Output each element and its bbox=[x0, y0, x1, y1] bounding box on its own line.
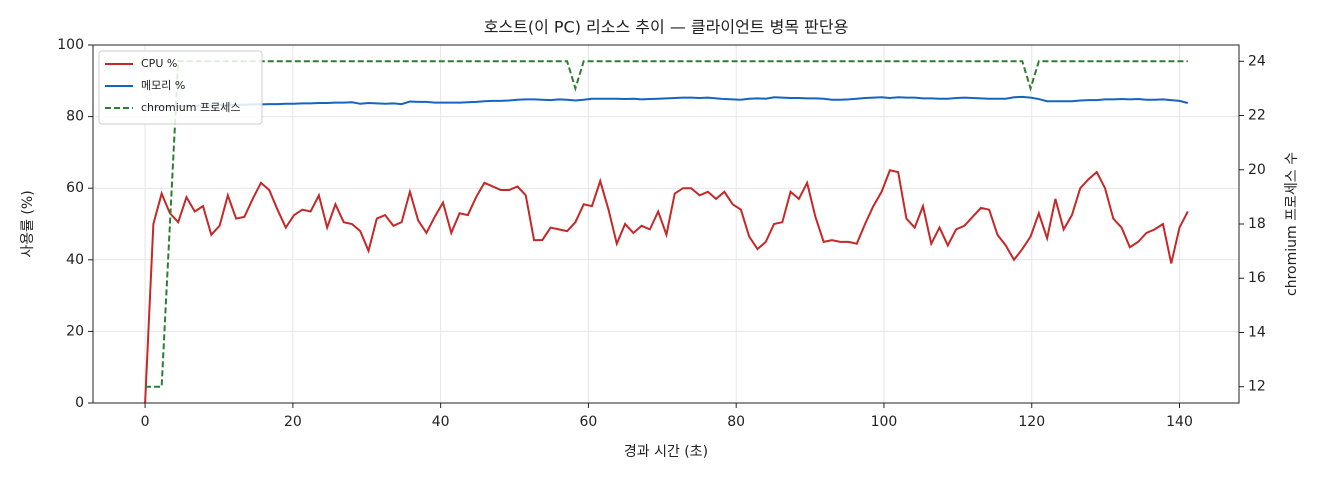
y2-tick-label: 14 bbox=[1248, 324, 1266, 340]
data-line bbox=[145, 95, 1189, 109]
y2-tick-label: 12 bbox=[1248, 379, 1266, 395]
data-line bbox=[145, 60, 1188, 388]
legend-box bbox=[98, 50, 263, 125]
y2-tick-label: 18 bbox=[1248, 216, 1266, 232]
x-tick-label: 40 bbox=[432, 414, 450, 430]
data-line bbox=[144, 169, 1189, 404]
y-tick-label: 0 bbox=[75, 395, 84, 411]
x-tick-label: 20 bbox=[284, 414, 302, 430]
y2-tick-label: 22 bbox=[1248, 108, 1266, 124]
y2-tick-label: 16 bbox=[1248, 270, 1266, 286]
y-tick-label: 80 bbox=[66, 109, 84, 125]
y2-axis-label: chromium 프로세스 수 bbox=[1284, 152, 1300, 296]
y2-tick-label: 20 bbox=[1248, 162, 1266, 178]
plot-frame bbox=[92, 44, 1240, 404]
y2-tick-label: 24 bbox=[1248, 53, 1266, 69]
x-axis-label: 경과 시간 (초) bbox=[624, 444, 708, 460]
x-tick-label: 80 bbox=[727, 414, 745, 430]
y-tick-label: 100 bbox=[57, 37, 84, 53]
y-axis-label: 사용률 (%) bbox=[20, 190, 36, 257]
x-tick-label: 60 bbox=[580, 414, 598, 430]
y-tick-label: 40 bbox=[66, 252, 84, 268]
x-tick-label: 100 bbox=[871, 414, 898, 430]
legend-label: chromium 프로세스 bbox=[141, 101, 240, 114]
legend-label: CPU % bbox=[141, 57, 177, 70]
x-tick-label: 120 bbox=[1018, 414, 1045, 430]
legend: CPU % 메모리 % chromium 프로세스 bbox=[98, 50, 263, 125]
y-tick-label: 20 bbox=[66, 323, 84, 339]
chart-title: 호스트(이 PC) 리소스 추이 — 클라이언트 병목 판단용 bbox=[484, 18, 849, 37]
x-tick-label: 140 bbox=[1166, 414, 1193, 430]
y-tick-label: 60 bbox=[66, 180, 84, 196]
legend-label: 메모리 % bbox=[141, 79, 185, 92]
x-tick-label: 0 bbox=[141, 414, 150, 430]
